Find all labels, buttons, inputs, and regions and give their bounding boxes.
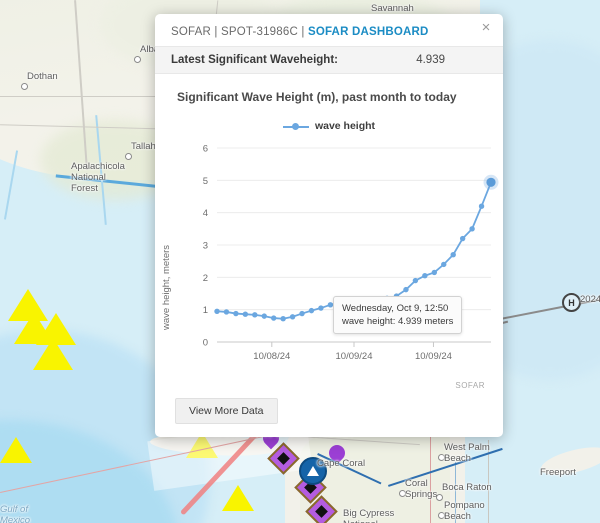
chart-x-tick-label: 10/09/24	[415, 351, 452, 362]
chart-y-tick-label: 3	[203, 241, 208, 252]
view-more-data-button[interactable]: View More Data	[175, 398, 278, 424]
chart-data-point[interactable]	[261, 313, 267, 319]
city-dot	[436, 494, 443, 501]
chart-data-point[interactable]	[450, 252, 456, 258]
city-dot	[21, 83, 28, 90]
map-city-label: Pompano Beach	[444, 500, 485, 522]
chart-data-point[interactable]	[441, 261, 447, 268]
chart-data-point[interactable]	[422, 273, 428, 279]
chart-y-tick-label: 0	[203, 338, 208, 349]
chart-data-point[interactable]	[223, 309, 230, 315]
chart-tooltip: Wednesday, Oct 9, 12:50 wave height: 4.9…	[333, 296, 463, 334]
hurricane-glyph: H	[568, 297, 575, 308]
chart-highlighted-point[interactable]	[486, 177, 496, 187]
map-city-label: Boca Raton	[442, 482, 492, 493]
chart-y-tick-label: 5	[203, 176, 208, 187]
map-city-label: Gulf of Mexico	[0, 504, 31, 523]
chart-legend: wave height	[155, 120, 503, 132]
map-city-label: Albany	[140, 44, 169, 55]
chart-plot-area[interactable]: wave height, meters 0 1 2 3 4 5 6 10/08/24 10/09…	[155, 140, 503, 395]
close-icon[interactable]: ×	[481, 19, 491, 36]
chart-data-point[interactable]	[252, 312, 258, 318]
chart-data-point[interactable]	[270, 315, 277, 321]
map-city-label: Cape Coral	[317, 458, 366, 469]
city-dot	[438, 512, 445, 519]
chart-data-point[interactable]	[459, 235, 466, 242]
chart-data-point[interactable]	[308, 307, 315, 314]
chart-title: Significant Wave Height (m), past month …	[177, 90, 457, 104]
chart-x-tick-label: 10/08/24	[253, 351, 290, 362]
chart-data-point[interactable]	[233, 310, 239, 317]
chart-data-point[interactable]	[280, 316, 286, 322]
hazard-triangle[interactable]	[33, 338, 73, 370]
hurricane-symbol-icon[interactable]: H	[562, 293, 581, 312]
chart-y-tick-label: 1	[203, 305, 208, 316]
city-dot	[134, 56, 141, 63]
map-city-label: Dothan	[27, 71, 58, 82]
chart-data-point[interactable]	[478, 203, 485, 209]
road-coastal	[488, 440, 489, 523]
road-i95	[430, 430, 431, 523]
map-city-label: Big Cypress National	[343, 508, 395, 523]
city-dot	[399, 490, 406, 497]
chart-x-tick-label: 10/09/24	[336, 351, 373, 362]
chart-data-point[interactable]	[242, 311, 249, 317]
road-intracoastal	[455, 462, 456, 523]
chart-y-axis-label: wave height, meters	[161, 244, 172, 330]
chart-y-tick-label: 4	[203, 208, 208, 219]
chart-data-point[interactable]	[327, 302, 334, 308]
popup-title-spot-id: SPOT-31986C	[220, 26, 298, 38]
city-dot	[125, 153, 132, 160]
legend-label: wave height	[314, 120, 376, 132]
chart-y-tick-label: 6	[203, 144, 208, 155]
latest-waveheight-label: Latest Significant Waveheight:	[171, 54, 338, 66]
legend-marker-icon	[282, 121, 309, 131]
chart-data-point[interactable]	[431, 269, 438, 276]
chart-data-point[interactable]	[412, 277, 419, 284]
map-city-label: Coral Springs	[405, 478, 438, 500]
tooltip-timestamp: Wednesday, Oct 9, 12:50	[342, 303, 449, 314]
wave-height-line-chart[interactable]: 0 1 2 3 4 5 6 10/08/24 10/09/24 10/09/24	[155, 140, 503, 388]
chart-data-point[interactable]	[318, 305, 324, 311]
sofar-watermark: SOFAR	[455, 381, 485, 390]
map-city-label: Freeport	[540, 467, 576, 478]
map-city-label: Savannah	[371, 3, 414, 14]
chart-y-tick-label: 2	[203, 273, 208, 284]
hazard-triangle[interactable]	[0, 437, 32, 463]
chart-data-point[interactable]	[299, 310, 305, 317]
chart-data-point[interactable]	[289, 314, 296, 320]
latest-waveheight-value: 4.939	[416, 54, 445, 66]
chart-data-point[interactable]	[403, 286, 409, 293]
city-dot	[438, 454, 445, 461]
chart-data-point[interactable]	[214, 308, 220, 314]
tooltip-value: wave height: 4.939 meters	[342, 316, 454, 327]
map-city-label: West Palm Beach	[444, 442, 490, 464]
latest-waveheight-row: Latest Significant Waveheight: 4.939	[155, 46, 503, 74]
sofar-spotter-popup[interactable]: × SOFAR | SPOT-31986C | SOFAR DASHBOARD …	[155, 14, 503, 437]
sofar-dashboard-link[interactable]: SOFAR DASHBOARD	[307, 26, 429, 38]
chart-data-point[interactable]	[469, 226, 475, 232]
selected-buoy-marker[interactable]	[299, 457, 327, 485]
popup-title-sep1: |	[210, 26, 221, 38]
popup-title-org: SOFAR	[171, 26, 211, 38]
popup-title: SOFAR | SPOT-31986C | SOFAR DASHBOARD	[171, 26, 487, 38]
popup-header: SOFAR | SPOT-31986C | SOFAR DASHBOARD	[155, 14, 503, 46]
map-city-label: Apalachicola National Forest	[71, 161, 125, 194]
hazard-triangle[interactable]	[222, 485, 254, 511]
popup-title-sep2: |	[297, 26, 308, 38]
hurricane-label: 2024	[580, 294, 600, 305]
road-horizontal-1	[0, 96, 230, 97]
